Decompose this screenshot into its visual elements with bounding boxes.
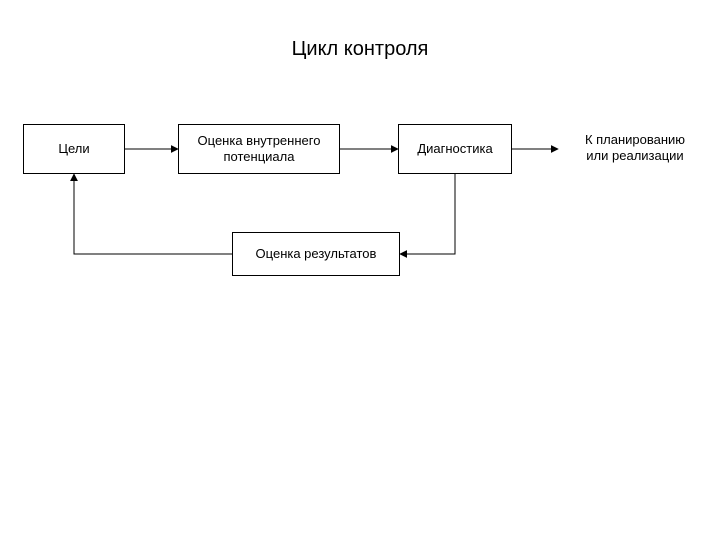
node-goals-label: Цели [58,141,89,157]
label-to-planning: К планированиюили реализации [556,132,714,163]
node-goals: Цели [23,124,125,174]
node-results: Оценка результатов [232,232,400,276]
node-diag-label: Диагностика [417,141,492,157]
diagram-title: Цикл контроля [0,38,720,61]
edge-results-to-goals [74,174,232,254]
node-results-label: Оценка результатов [256,246,377,262]
node-assess-label: Оценка внутреннегопотенциала [198,133,321,164]
node-assess: Оценка внутреннегопотенциала [178,124,340,174]
edge-diag-to-results [400,174,455,254]
node-diag: Диагностика [398,124,512,174]
label-to-planning-text: К планированиюили реализации [585,132,685,163]
